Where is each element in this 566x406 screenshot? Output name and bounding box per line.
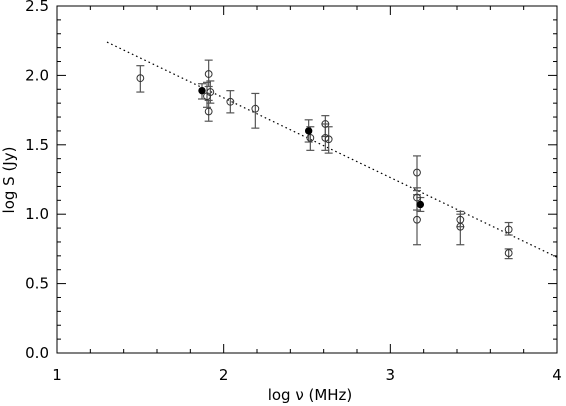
open-data-point [413,193,421,202]
y-tick-label: 2.0 [25,66,49,84]
y-axis-label: log S (Jy) [0,147,18,214]
open-data-point [324,135,333,144]
y-tick-label: 1.0 [25,205,49,223]
x-axis-label: log ν (MHz) [268,386,353,404]
open-data-point [504,225,513,234]
open-data-point [251,104,260,113]
filled-data-point [198,86,206,95]
open-data-point [136,74,145,83]
y-tick-label: 0.0 [25,344,49,362]
data-points [136,70,513,257]
open-data-point [306,133,315,142]
x-tick-label: 1 [52,366,62,384]
open-data-point [206,88,215,96]
y-tick-label: 1.5 [25,136,49,154]
fit-line [106,41,558,258]
filled-data-point [416,200,425,209]
open-data-point [226,97,235,106]
open-data-point [321,120,330,128]
axis-ticks [56,5,558,354]
open-data-point [413,215,421,224]
tick-labels: 1 2 3 4 0.0 0.5 1.0 1.5 2.0 2.5 [25,0,562,384]
y-tick-label: 2.5 [25,0,49,15]
plot-frame [56,5,558,354]
open-data-point [204,70,213,78]
open-data-point [413,168,421,177]
open-data-point [456,222,465,231]
error-bars [136,59,513,260]
x-tick-label: 4 [552,366,562,384]
open-data-point [504,249,513,257]
x-tick-label: 3 [386,366,396,384]
x-tick-label: 2 [219,366,229,384]
y-tick-label: 0.5 [25,275,49,293]
filled-data-point [304,127,313,135]
open-data-point [204,107,213,116]
fit-line-group [106,41,558,258]
